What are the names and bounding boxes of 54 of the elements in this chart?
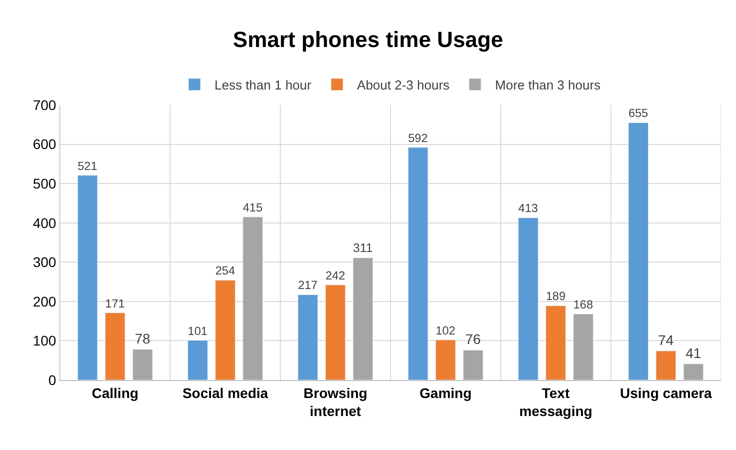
bar (408, 147, 428, 380)
data-label: 189 (546, 290, 566, 304)
x-tick-label: Text messaging (519, 384, 592, 419)
x-tick-label: Using camera (620, 384, 712, 401)
data-label: 171 (105, 297, 125, 310)
legend-label: More than 3 hours (495, 78, 602, 93)
y-tick-label: 600 (32, 136, 56, 152)
x-tick-label: Calling (92, 384, 138, 401)
y-tick-label: 500 (32, 175, 56, 192)
data-label: 101 (188, 324, 208, 338)
bar (325, 284, 346, 380)
bar (435, 340, 456, 380)
y-tick-label: 200 (32, 293, 56, 310)
bar (104, 312, 126, 380)
bar (462, 350, 484, 380)
data-label: 78 (134, 330, 151, 346)
bar (215, 280, 236, 380)
data-label: 254 (215, 264, 236, 278)
x-tick-label: Social media (182, 384, 268, 401)
bar (77, 175, 98, 380)
y-tick-label: 700 (32, 96, 56, 113)
data-label: 41 (686, 344, 702, 361)
data-label: 311 (353, 241, 373, 256)
bar (656, 350, 676, 380)
x-tick-label: Browsing internet (304, 384, 368, 419)
data-label: 655 (628, 107, 649, 120)
bar (683, 364, 704, 380)
bar (518, 218, 538, 380)
chart-title: Smart phones time Usage (232, 26, 504, 52)
data-label: 74 (658, 332, 674, 348)
legend-label: About 2-3 hours (357, 78, 450, 93)
y-tick-label: 400 (32, 214, 56, 231)
bar (242, 216, 263, 380)
y-tick-label: 300 (32, 254, 56, 270)
y-tick-label: 0 (48, 372, 56, 388)
data-label: 592 (408, 132, 428, 145)
data-label: 102 (436, 324, 456, 338)
bar (628, 122, 649, 380)
data-label: 415 (242, 201, 263, 214)
data-label: 521 (78, 160, 98, 173)
y-tick-label: 100 (32, 332, 56, 349)
bar (298, 294, 318, 380)
data-label: 76 (465, 331, 482, 348)
x-tick-label: Gaming (420, 384, 472, 401)
bar (188, 340, 208, 380)
legend-label: Less than 1 hour (214, 78, 312, 93)
bar (573, 314, 594, 380)
data-label: 242 (326, 269, 346, 282)
data-label: 217 (298, 279, 318, 292)
data-label: 168 (573, 298, 594, 312)
bar (546, 306, 566, 380)
data-label: 413 (518, 202, 538, 216)
bar (352, 258, 374, 380)
bar (132, 349, 153, 380)
